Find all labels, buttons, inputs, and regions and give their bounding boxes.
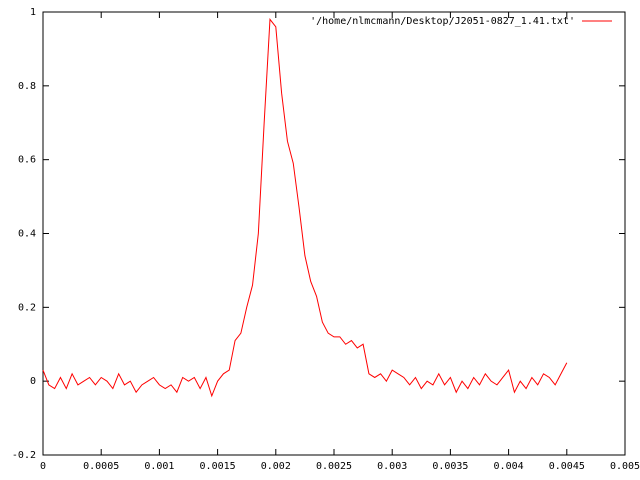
- y-tick-label: 1: [30, 7, 36, 18]
- data-line: [42, 18, 568, 398]
- x-tick-label: 0.003: [377, 461, 407, 472]
- x-tick-label: 0.0005: [83, 461, 119, 472]
- y-tick-label: 0.8: [18, 81, 36, 92]
- y-tick-label: 0.4: [18, 229, 36, 240]
- plot-border: [42, 11, 626, 456]
- x-tick-label: 0: [40, 461, 46, 472]
- y-tick-label: 0.6: [18, 155, 36, 166]
- y-tick-label: -0.2: [12, 450, 36, 461]
- x-tick-label: 0.005: [610, 461, 640, 472]
- x-tick-label: 0.0045: [549, 461, 585, 472]
- x-tick-label: 0.0015: [200, 461, 236, 472]
- x-tick-label: 0.004: [494, 461, 524, 472]
- legend-label: '/home/nlmcmann/Desktop/J2051-0827_1.41.…: [310, 16, 575, 27]
- x-tick-label: 0.0025: [316, 461, 352, 472]
- x-tick-label: 0.002: [261, 461, 291, 472]
- y-tick-label: 0: [30, 376, 36, 387]
- y-tick-label: 0.2: [18, 302, 36, 313]
- x-tick-label: 0.001: [144, 461, 174, 472]
- x-tick-label: 0.0035: [432, 461, 468, 472]
